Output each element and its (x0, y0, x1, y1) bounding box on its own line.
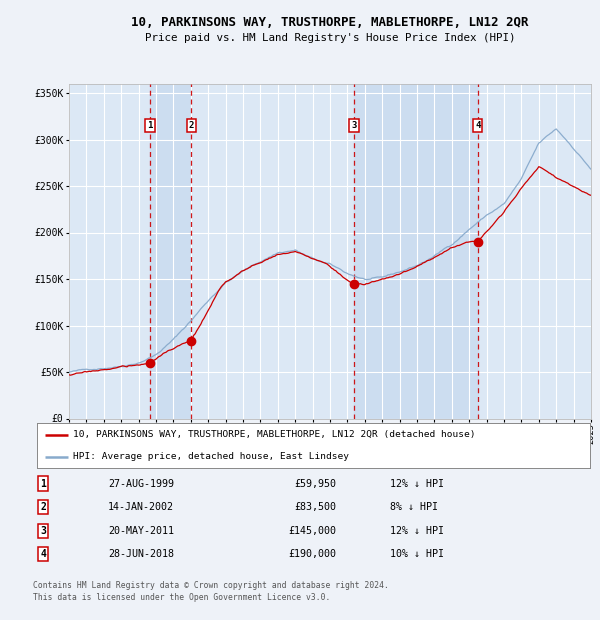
Text: £190,000: £190,000 (288, 549, 336, 559)
Text: 2: 2 (40, 502, 46, 512)
Text: 27-AUG-1999: 27-AUG-1999 (108, 479, 174, 489)
Text: Contains HM Land Registry data © Crown copyright and database right 2024.
This d: Contains HM Land Registry data © Crown c… (33, 581, 389, 602)
Text: 3: 3 (352, 121, 356, 130)
Bar (150, 84, 191, 418)
Text: 2: 2 (189, 121, 194, 130)
Text: 14-JAN-2002: 14-JAN-2002 (108, 502, 174, 512)
Text: 8% ↓ HPI: 8% ↓ HPI (390, 502, 438, 512)
Text: 10, PARKINSONS WAY, TRUSTHORPE, MABLETHORPE, LN12 2QR: 10, PARKINSONS WAY, TRUSTHORPE, MABLETHO… (131, 17, 529, 29)
Text: 28-JUN-2018: 28-JUN-2018 (108, 549, 174, 559)
Text: 4: 4 (475, 121, 481, 130)
Text: 12% ↓ HPI: 12% ↓ HPI (390, 479, 444, 489)
Text: 3: 3 (40, 526, 46, 536)
Text: Price paid vs. HM Land Registry's House Price Index (HPI): Price paid vs. HM Land Registry's House … (145, 33, 515, 43)
Text: 4: 4 (40, 549, 46, 559)
Text: 10% ↓ HPI: 10% ↓ HPI (390, 549, 444, 559)
Text: HPI: Average price, detached house, East Lindsey: HPI: Average price, detached house, East… (73, 453, 349, 461)
Text: 1: 1 (40, 479, 46, 489)
Text: 12% ↓ HPI: 12% ↓ HPI (390, 526, 444, 536)
Text: 10, PARKINSONS WAY, TRUSTHORPE, MABLETHORPE, LN12 2QR (detached house): 10, PARKINSONS WAY, TRUSTHORPE, MABLETHO… (73, 430, 476, 439)
Text: £59,950: £59,950 (294, 479, 336, 489)
Text: 1: 1 (147, 121, 152, 130)
Bar (354, 84, 478, 418)
Text: 20-MAY-2011: 20-MAY-2011 (108, 526, 174, 536)
Text: £83,500: £83,500 (294, 502, 336, 512)
Text: £145,000: £145,000 (288, 526, 336, 536)
